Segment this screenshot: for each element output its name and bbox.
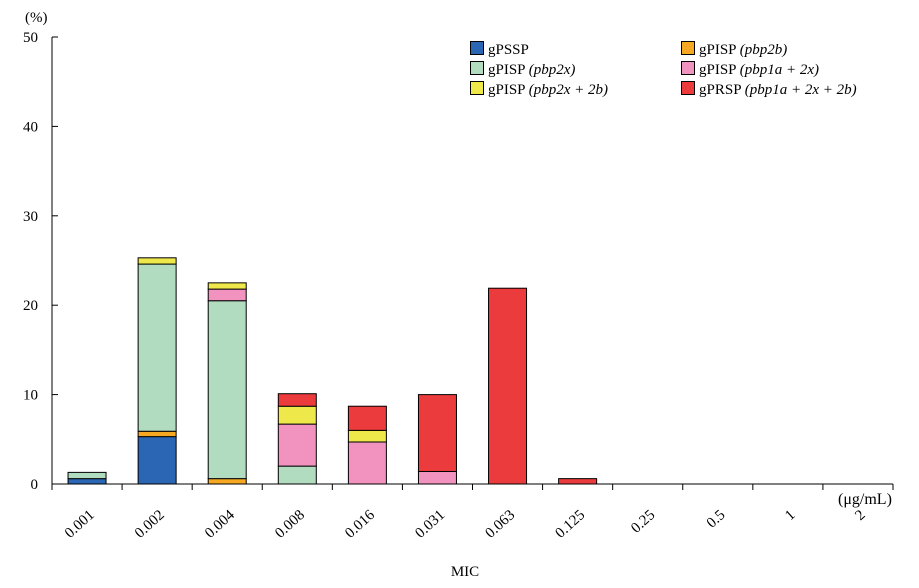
y-tick-label: 0 bbox=[31, 477, 39, 493]
legend-swatch bbox=[681, 61, 695, 75]
bar-segment-0.004-series-4 bbox=[207, 282, 247, 290]
legend-item-gpssp: gPSSP bbox=[470, 40, 529, 60]
legend-detail: (pbp1a + 2x) bbox=[739, 62, 819, 78]
legend-label: gPISP bbox=[699, 42, 736, 58]
bar-segment-0.031-series-3 bbox=[417, 470, 457, 485]
y-tick-label: 10 bbox=[23, 388, 38, 404]
y-tick-label: 40 bbox=[23, 119, 38, 135]
x-tick-label: 2 bbox=[852, 507, 868, 524]
legend-item-gpisp-pbp1a-2x: gPISP (pbp1a + 2x) bbox=[681, 60, 819, 80]
axes-layer bbox=[51, 37, 893, 485]
legend-detail: (pbp1a + 2x + 2b) bbox=[744, 82, 857, 98]
legend-label: gPSSP bbox=[488, 42, 529, 58]
bar-segment-0.004-series-3 bbox=[207, 288, 247, 302]
legend-label: gPISP bbox=[488, 82, 525, 98]
x-tick-label: 0.008 bbox=[272, 507, 308, 541]
y-ticks: 0 10 20 30 40 50 bbox=[23, 30, 58, 493]
bars-layer bbox=[67, 257, 598, 485]
legend-detail: (pbp2x) bbox=[528, 62, 576, 78]
legend-swatch bbox=[470, 61, 484, 75]
bar-segment-0.001-series-0 bbox=[67, 478, 107, 485]
bar-segment-0.004-series-1 bbox=[207, 478, 247, 485]
y-tick-label: 30 bbox=[23, 209, 38, 225]
x-axis-label: MIC bbox=[451, 564, 479, 580]
legend-item-gpisp-pbp2b: gPISP (pbp2b) bbox=[681, 40, 787, 60]
bar-segment-0.008-series-2 bbox=[277, 465, 317, 485]
bar-segment-0.002-series-2 bbox=[137, 263, 177, 432]
bar-segment-0.008-series-5 bbox=[277, 393, 317, 407]
legend-swatch bbox=[681, 81, 695, 95]
bar-segment-0.016-series-3 bbox=[347, 441, 387, 485]
bar-segment-0.002-series-1 bbox=[137, 430, 177, 438]
legend-item-gpisp-pbp2x-2b: gPISP (pbp2x + 2b) bbox=[470, 80, 608, 100]
y-axis-label: (%) bbox=[25, 10, 48, 26]
x-tick-label: 0.001 bbox=[62, 507, 98, 541]
y-tick-label: 20 bbox=[23, 298, 38, 314]
legend-detail: (pbp2b) bbox=[739, 42, 788, 58]
bar-segment-0.031-series-5 bbox=[417, 394, 457, 472]
bar-segment-0.008-series-4 bbox=[277, 405, 317, 425]
bar-segment-0.063-series-5 bbox=[488, 287, 528, 485]
legend-swatch bbox=[470, 81, 484, 95]
legend-item-gprsp: gPRSP (pbp1a + 2x + 2b) bbox=[681, 80, 857, 100]
bar-segment-0.002-series-0 bbox=[137, 436, 177, 485]
x-ticks: 0.001 0.002 0.004 0.008 0.016 0.031 0.063 0.125… bbox=[51, 484, 894, 542]
bar-segment-0.016-series-4 bbox=[347, 429, 387, 443]
bar-segment-0.002-series-4 bbox=[137, 257, 177, 265]
x-tick-label: 0.002 bbox=[132, 507, 168, 541]
x-axis-unit: (μg/mL) bbox=[838, 491, 892, 508]
bar-segment-0.016-series-5 bbox=[347, 405, 387, 431]
x-tick-label: 0.25 bbox=[628, 507, 658, 536]
legend-swatch bbox=[681, 41, 695, 55]
legend-detail: (pbp2x + 2b) bbox=[528, 82, 608, 98]
x-tick-label: 0.016 bbox=[342, 507, 378, 542]
bar-segment-0.001-series-2 bbox=[67, 471, 107, 480]
x-tick-label: 0.125 bbox=[553, 507, 589, 541]
legend-swatch bbox=[470, 41, 484, 55]
legend-label: gPRSP bbox=[699, 82, 741, 98]
x-tick-label: 0.004 bbox=[202, 507, 238, 542]
y-tick-label: 50 bbox=[23, 30, 38, 46]
legend-item-gpisp-pbp2x: gPISP (pbp2x) bbox=[470, 60, 575, 80]
bar-segment-0.125-series-5 bbox=[558, 478, 598, 485]
bar-segment-0.008-series-3 bbox=[277, 423, 317, 467]
x-tick-label: 1 bbox=[782, 507, 798, 524]
x-tick-label: 0.031 bbox=[412, 507, 448, 541]
bar-segment-0.004-series-2 bbox=[207, 300, 247, 480]
legend-label: gPISP bbox=[488, 62, 525, 78]
x-tick-label: 0.063 bbox=[482, 507, 518, 541]
x-tick-label: 0.5 bbox=[704, 507, 729, 531]
legend-label: gPISP bbox=[699, 62, 736, 78]
